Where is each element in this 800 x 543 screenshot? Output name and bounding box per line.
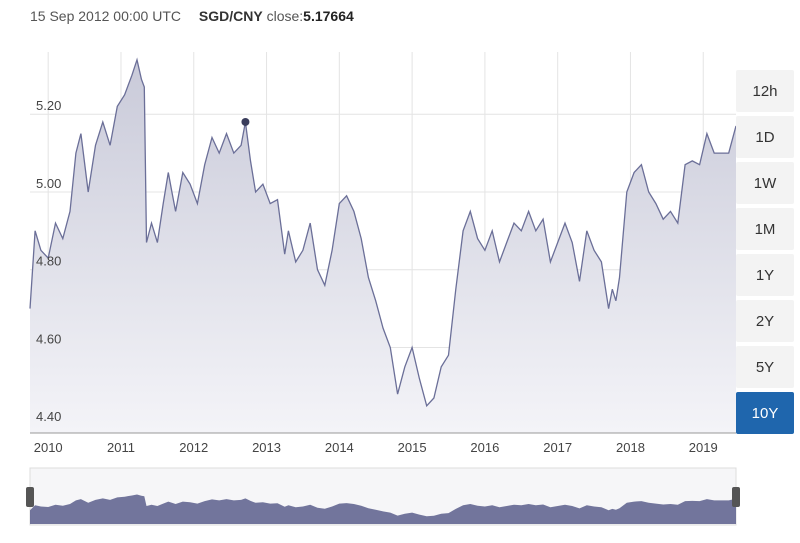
x-tick-label: 2016 bbox=[470, 440, 499, 455]
x-tick-label: 2011 bbox=[107, 440, 135, 455]
navigator-area bbox=[30, 494, 736, 524]
x-tick-label: 2017 bbox=[543, 440, 572, 455]
x-tick-label: 2015 bbox=[398, 440, 427, 455]
x-axis-labels: 2010 2011 2012 2013 2014 2015 2016 2017 2018 2019 bbox=[34, 440, 718, 455]
x-tick-label: 2012 bbox=[179, 440, 208, 455]
x-tick-label: 2018 bbox=[616, 440, 645, 455]
range-button-5y[interactable]: 5Y bbox=[736, 346, 794, 388]
y-tick-label: 4.80 bbox=[36, 254, 61, 269]
range-button-12h[interactable]: 12h bbox=[736, 70, 794, 112]
y-tick-label: 5.00 bbox=[36, 176, 61, 191]
y-tick-label: 4.60 bbox=[36, 331, 61, 346]
navigator-handle-left[interactable] bbox=[26, 487, 34, 507]
price-area bbox=[30, 59, 736, 434]
close-value: 5.17664 bbox=[303, 8, 354, 24]
chart-header: 15 Sep 2012 00:00 UTC SGD/CNY close:5.17… bbox=[30, 8, 354, 24]
x-tick-label: 2013 bbox=[252, 440, 281, 455]
highlight-point bbox=[241, 117, 250, 126]
y-axis-labels: 4.40 4.60 4.80 5.00 5.20 bbox=[36, 98, 61, 424]
range-button-1w[interactable]: 1W bbox=[736, 162, 794, 204]
range-button-10y[interactable]: 10Y bbox=[736, 392, 794, 434]
x-tick-label: 2014 bbox=[325, 440, 354, 455]
price-line bbox=[29, 57, 737, 408]
close-label: close: bbox=[266, 8, 304, 24]
range-button-1y[interactable]: 1Y bbox=[736, 254, 794, 296]
range-button-2y[interactable]: 2Y bbox=[736, 300, 794, 342]
y-tick-label: 5.20 bbox=[36, 98, 61, 113]
hover-datetime: 15 Sep 2012 00:00 UTC bbox=[30, 8, 181, 24]
main-chart[interactable]: 4.404.604.805.005.20 2010 2011 2012 2013 201… bbox=[0, 0, 800, 460]
x-tick-label: 2019 bbox=[689, 440, 718, 455]
x-tick-label: 2010 bbox=[34, 440, 63, 455]
y-tick-label: 4.40 bbox=[36, 409, 61, 424]
range-button-1d[interactable]: 1D bbox=[736, 116, 794, 158]
range-selector: 12h 1D 1W 1M 1Y 2Y 5Y 10Y bbox=[736, 70, 794, 438]
navigator-handle-right[interactable] bbox=[732, 487, 740, 507]
range-button-1m[interactable]: 1M bbox=[736, 208, 794, 250]
currency-pair: SGD/CNY bbox=[198, 8, 263, 24]
